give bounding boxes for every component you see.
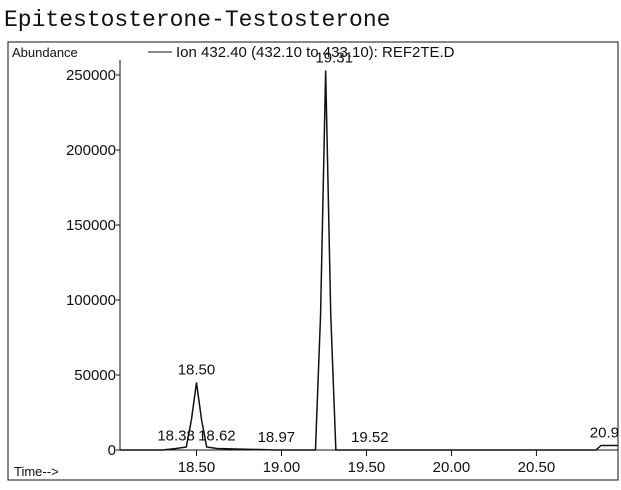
x-tick-label: 18.50 — [178, 459, 216, 476]
peak-label: 18.50 — [178, 362, 216, 379]
y-tick-label: 150000 — [66, 217, 116, 234]
peak-label: 18.62 — [198, 428, 236, 445]
y-tick-label: 250000 — [66, 67, 116, 84]
y-axis-label: Abundance — [12, 45, 78, 60]
y-tick-label: 100000 — [66, 292, 116, 309]
x-tick-label: 20.00 — [433, 459, 471, 476]
x-tick-label: 19.50 — [348, 459, 386, 476]
x-tick-label: 20.50 — [518, 459, 556, 476]
y-tick-label: 200000 — [66, 142, 116, 159]
peak-label: 18.97 — [258, 429, 296, 446]
chart-title: Epitestosterone-Testosterone — [4, 7, 390, 33]
legend-label: Ion 432.40 (432.10 to 433.10): REF2TE.D — [176, 44, 455, 61]
frame — [7, 41, 619, 481]
x-tick-label: 19.00 — [263, 459, 301, 476]
y-tick-label: 0 — [108, 442, 116, 459]
peak-label: 20.9 — [590, 425, 619, 442]
y-tick-label: 50000 — [74, 367, 116, 384]
peak-label: 19.52 — [351, 429, 389, 446]
x-axis-label: Time--> — [14, 464, 59, 479]
peak-label: 18.38 — [157, 428, 195, 445]
trace — [120, 70, 618, 451]
peak-label: 19.31 — [315, 50, 353, 67]
